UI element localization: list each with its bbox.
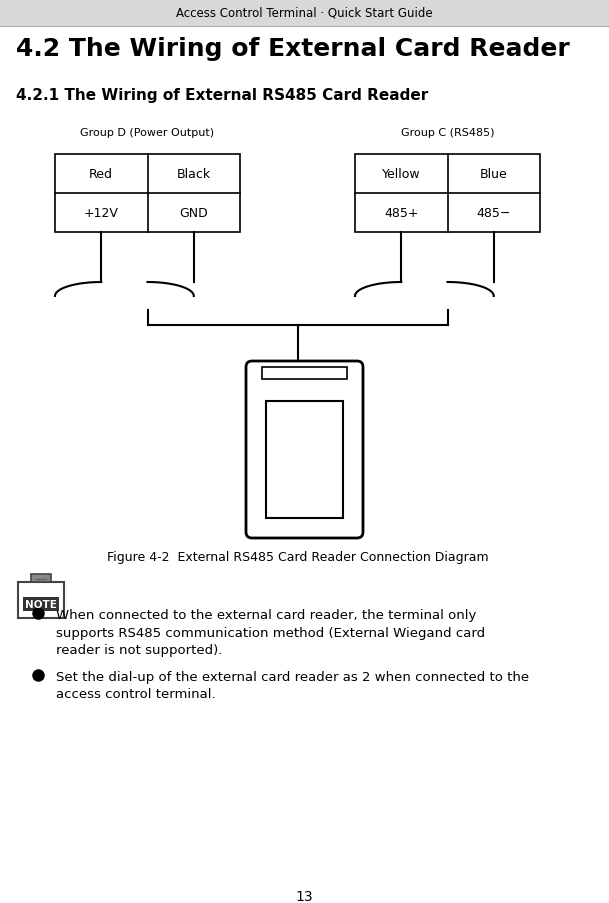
Text: NOTE: NOTE	[25, 600, 57, 610]
Text: Access Control Terminal · Quick Start Guide: Access Control Terminal · Quick Start Gu…	[176, 7, 433, 20]
Text: 485+: 485+	[384, 207, 418, 219]
Text: Yellow: Yellow	[382, 168, 421, 181]
Text: +12V: +12V	[84, 207, 119, 219]
Text: GND: GND	[180, 207, 208, 219]
Bar	[266, 402, 343, 518]
Bar	[18, 582, 64, 619]
Text: Figure 4-2  External RS485 Card Reader Connection Diagram: Figure 4-2 External RS485 Card Reader Co…	[107, 551, 488, 563]
Text: Red: Red	[90, 168, 113, 181]
Text: Group C (RS485): Group C (RS485)	[401, 128, 495, 138]
Bar	[0, 0, 609, 27]
Text: 4.2 The Wiring of External Card Reader: 4.2 The Wiring of External Card Reader	[16, 37, 570, 61]
Text: NOTE: NOTE	[25, 600, 57, 610]
Text: 13: 13	[296, 889, 313, 903]
Text: Blue: Blue	[480, 168, 508, 181]
Bar	[355, 154, 540, 233]
Text: Group D (Power Output): Group D (Power Output)	[80, 128, 214, 138]
Text: 485−: 485−	[477, 207, 511, 219]
Bar	[55, 154, 240, 233]
Bar	[262, 368, 347, 379]
FancyBboxPatch shape	[31, 574, 51, 582]
Text: Set the dial-up of the external card reader as 2 when connected to the
access co: Set the dial-up of the external card rea…	[56, 670, 529, 701]
Text: When connected to the external card reader, the terminal only
supports RS485 com: When connected to the external card read…	[56, 609, 485, 656]
FancyBboxPatch shape	[246, 361, 363, 538]
Text: 4.2.1 The Wiring of External RS485 Card Reader: 4.2.1 The Wiring of External RS485 Card …	[16, 88, 428, 103]
Text: Black: Black	[177, 168, 211, 181]
